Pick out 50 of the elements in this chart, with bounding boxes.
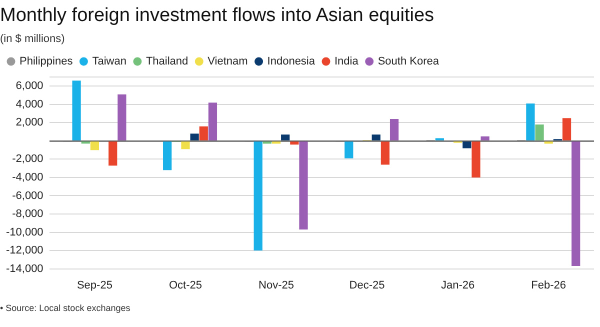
chart-title: Monthly foreign investment flows into Asian equities — [0, 4, 436, 28]
x-tick-label: Oct-25 — [168, 279, 202, 292]
bar — [72, 80, 81, 140]
bar — [535, 124, 544, 140]
y-tick-label: -10,000 — [6, 226, 44, 238]
bar — [254, 142, 262, 251]
bar — [281, 134, 290, 140]
y-tick-label: -12,000 — [6, 244, 44, 257]
x-tick-label: Dec-25 — [349, 279, 385, 292]
y-tick-label: -4,000 — [12, 172, 44, 184]
bar — [108, 142, 118, 166]
bar — [290, 142, 299, 145]
bar — [572, 142, 580, 266]
y-tick-label: 6,000 — [16, 80, 44, 92]
legend-label: Thailand — [146, 56, 188, 68]
bar — [90, 142, 100, 150]
bar — [390, 119, 399, 140]
y-tick-label: 4,000 — [16, 98, 44, 110]
bar — [526, 103, 535, 140]
legend-label: Taiwan — [92, 56, 126, 68]
x-tick-label: Jan-26 — [441, 279, 475, 292]
bar — [190, 134, 199, 140]
x-tick-label: Sep-25 — [76, 279, 112, 292]
y-tick-label: -14,000 — [6, 262, 44, 275]
x-tick-label: Nov-25 — [258, 279, 294, 292]
bar — [380, 142, 390, 165]
y-tick-label: 2,000 — [16, 116, 44, 129]
bar — [199, 126, 208, 140]
bar — [372, 134, 380, 140]
legend-label: India — [334, 56, 360, 68]
bar — [163, 142, 172, 170]
y-tick-label: -2,000 — [12, 153, 44, 166]
y-tick-label: -6,000 — [12, 190, 44, 202]
legend-label: Vietnam — [208, 56, 248, 68]
bar — [344, 142, 354, 158]
x-tick-label: Feb-26 — [531, 279, 566, 292]
bar — [208, 102, 218, 140]
bar — [562, 118, 572, 140]
chart-subtitle: (in $ millions) — [0, 32, 66, 47]
legend-label: Philippines — [20, 56, 74, 68]
bar — [480, 136, 490, 140]
bar — [472, 142, 480, 178]
bar — [462, 142, 472, 148]
bar — [118, 94, 126, 140]
legend-label: Indonesia — [267, 56, 316, 68]
bar — [181, 142, 190, 150]
bar — [299, 142, 308, 230]
text: • Source: Local stock exchanges — [0, 302, 132, 314]
legend-label: South Korea — [378, 56, 440, 68]
y-tick-label: -8,000 — [12, 208, 44, 220]
